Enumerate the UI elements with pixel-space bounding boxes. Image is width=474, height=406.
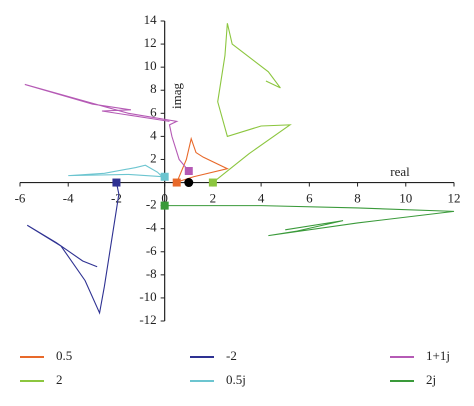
start-marker [184,167,193,175]
start-marker [160,172,169,181]
x-tick-label: -2 [111,191,122,206]
reference-point [184,178,194,188]
x-tick-label: -6 [15,191,26,206]
y-tick-label: -8 [146,266,157,281]
series-line [212,23,292,183]
legend-label: 2 [56,372,63,387]
start-marker [112,178,121,187]
x-tick-label: 0 [161,191,168,206]
y-axis-label: imag [169,83,184,109]
y-tick-label: 12 [144,35,157,50]
y-tick-label: 10 [144,58,157,73]
legend-label: 0.5 [56,348,72,363]
y-tick-label: -4 [146,220,157,235]
x-axis-label: real [390,164,410,179]
y-tick-label: -2 [146,197,157,212]
y-tick-label: -10 [139,289,156,304]
y-tick-label: 6 [150,104,157,119]
series-line [68,164,166,180]
x-tick-label: 6 [306,191,313,206]
legend-label: -2 [226,348,237,363]
series-line [164,205,455,237]
y-tick-label: 4 [150,127,157,142]
x-tick-label: 12 [448,191,461,206]
legend-label: 1+1j [426,348,450,363]
x-tick-label: 2 [210,191,217,206]
series-line [26,182,120,315]
x-tick-label: 8 [354,191,361,206]
legend-label: 2j [426,372,436,387]
y-tick-label: 8 [150,81,157,96]
y-tick-label: 2 [150,150,157,165]
legend-label: 0.5j [226,372,246,387]
series-line [24,83,190,172]
y-tick-label: 14 [144,12,158,27]
series-line [176,136,229,183]
start-marker [172,178,181,187]
start-marker [160,201,169,210]
y-tick-label: -12 [139,312,156,327]
x-tick-label: 10 [399,191,412,206]
y-tick-label: -6 [146,243,157,258]
start-marker [208,178,217,187]
x-tick-label: 4 [258,191,265,206]
x-tick-label: -4 [63,191,74,206]
